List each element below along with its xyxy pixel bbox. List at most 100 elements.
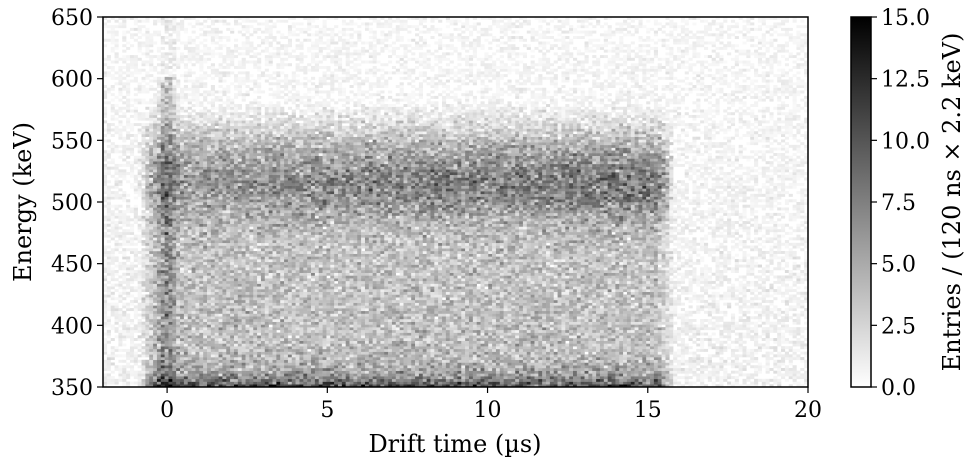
heatmap-cell [226,292,230,295]
heatmap-cell [122,327,126,330]
heatmap-cell [219,251,223,254]
heatmap-cell [115,335,119,338]
heatmap-cell [145,153,149,156]
heatmap-cell [195,50,199,53]
heatmap-cell [215,346,219,349]
heatmap-cell [115,129,119,132]
heatmap-cell [234,85,238,88]
heatmap-cell [168,324,172,327]
heatmap-cell [188,175,192,178]
heatmap-cell [157,354,161,357]
heatmap-cell [165,354,169,357]
heatmap-cell [153,221,157,224]
heatmap-cell [222,156,226,159]
heatmap-cell [184,164,188,167]
heatmap-cell [134,270,138,273]
heatmap-cell [149,118,153,121]
heatmap-cell [176,156,180,159]
heatmap-cell [242,352,246,355]
heatmap-cell [138,273,142,276]
heatmap-cell [161,88,165,91]
heatmap-cell [234,205,238,208]
heatmap-cell [199,300,203,303]
heatmap-cell [215,221,219,224]
heatmap-cell [199,303,203,306]
heatmap-cell [242,93,246,96]
heatmap-cell [138,338,142,341]
heatmap-cell [261,363,265,366]
heatmap-cell [226,300,230,303]
heatmap-cell [145,251,149,254]
heatmap-cell [230,148,234,151]
heatmap-cell [165,180,169,183]
heatmap-cell [261,286,265,289]
heatmap-cell [242,63,246,66]
heatmap-cell [111,232,115,235]
heatmap-cell [176,118,180,121]
heatmap-cell [269,28,273,31]
heatmap-cell [249,333,253,336]
heatmap-cell [230,104,234,107]
heatmap-cell [242,363,246,366]
heatmap-cell [192,349,196,352]
heatmap-cell [180,341,184,344]
heatmap-cell [269,305,273,308]
heatmap-cell [199,363,203,366]
heatmap-cell [145,207,149,210]
heatmap-cell [165,295,169,298]
heatmap-cell [195,216,199,219]
heatmap-cell [149,251,153,254]
heatmap-cell [211,363,215,366]
heatmap-cell [176,240,180,243]
heatmap-cell [138,330,142,333]
heatmap-cell [157,96,161,99]
heatmap-cell [149,126,153,129]
heatmap-cell [161,80,165,83]
heatmap-cell [226,352,230,355]
heatmap-cell [161,275,165,278]
heatmap-cell [165,371,169,374]
heatmap-cell [249,319,253,322]
heatmap-cell [238,61,242,64]
heatmap-cell [257,58,261,61]
heatmap-cell [222,327,226,330]
heatmap-cell [157,363,161,366]
heatmap-cell [226,161,230,164]
heatmap-cell [207,167,211,170]
heatmap-cell [269,248,273,251]
heatmap-cell [226,382,230,385]
heatmap-cell [118,80,122,83]
heatmap-cell [249,237,253,240]
heatmap-cell [126,376,130,379]
heatmap-cell [246,50,250,53]
heatmap-cell [222,188,226,191]
heatmap-cell [242,324,246,327]
heatmap-cell [234,243,238,246]
heatmap-cell [142,52,146,55]
heatmap-cell [180,365,184,368]
heatmap-cell [230,150,234,153]
heatmap-cell [157,164,161,167]
heatmap-cell [253,134,257,137]
heatmap-cell [242,256,246,259]
heatmap-cell [222,197,226,200]
heatmap-cell [126,382,130,385]
heatmap-cell [153,335,157,338]
heatmap-cell [207,134,211,137]
heatmap-cell [165,292,169,295]
heatmap-cell [226,85,230,88]
heatmap-cell [157,77,161,80]
heatmap-cell [192,270,196,273]
heatmap-cell [257,295,261,298]
heatmap-cell [149,63,153,66]
heatmap-cell [222,373,226,376]
heatmap-cell [234,338,238,341]
heatmap-cell [134,221,138,224]
heatmap-cell [149,99,153,102]
heatmap-cell [199,229,203,232]
heatmap-cell [180,134,184,137]
heatmap-cell [153,251,157,254]
heatmap-cell [149,112,153,115]
heatmap-cell [257,254,261,257]
heatmap-cell [130,251,134,254]
